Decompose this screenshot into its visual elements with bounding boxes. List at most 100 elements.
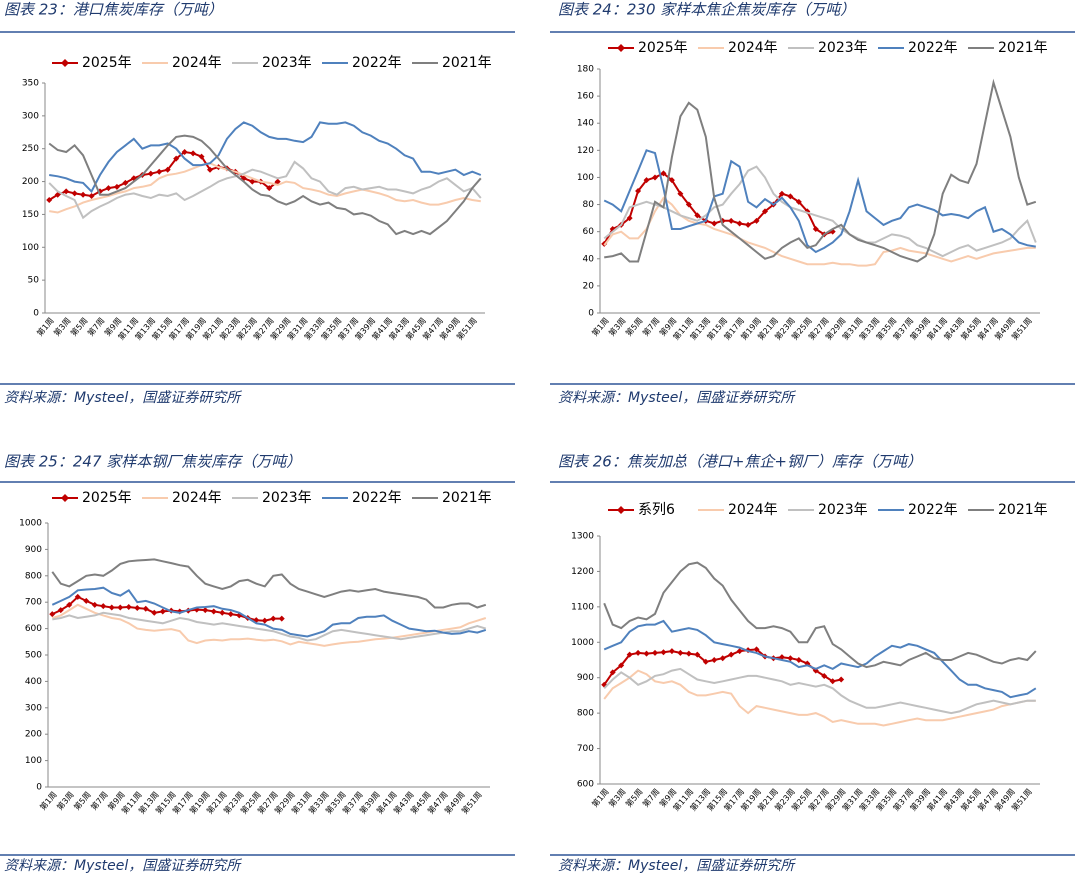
y-tick-label: 800: [577, 709, 594, 719]
point-marker: [778, 190, 785, 197]
series-line: [603, 669, 1036, 727]
point-marker: [46, 196, 53, 203]
legend-label: 2023年: [818, 40, 868, 56]
point-marker: [753, 217, 760, 224]
chart-source: 资料来源：Mysteel，国盛证券研究所: [558, 390, 796, 406]
point-marker: [249, 178, 256, 185]
point-marker: [694, 651, 701, 658]
y-tick-label: 0: [33, 309, 39, 319]
point-marker: [762, 208, 768, 215]
point-marker: [74, 593, 81, 600]
legend-label: 2021年: [998, 40, 1048, 56]
y-tick-label: 900: [577, 673, 594, 683]
point-marker: [219, 609, 226, 616]
legend-label: 2025年: [82, 490, 132, 506]
point-marker: [274, 178, 281, 185]
y-tick-label: 500: [25, 651, 42, 661]
point-marker: [668, 648, 675, 655]
point-marker: [652, 174, 658, 181]
series-line: [51, 595, 282, 622]
series-line: [603, 172, 834, 245]
point-marker: [829, 678, 836, 685]
point-marker: [261, 617, 268, 624]
legend-label: 2024年: [172, 55, 222, 71]
chart-source: 资料来源：Mysteel，国盛证券研究所: [4, 858, 242, 874]
point-marker: [270, 615, 277, 622]
y-tick-label: 1100: [571, 602, 594, 612]
y-tick-label: 300: [22, 111, 39, 121]
legend-marker: [61, 494, 69, 502]
legend-label: 2023年: [262, 55, 312, 71]
y-tick-label: 0: [36, 783, 42, 793]
point-marker: [57, 607, 64, 614]
legend-label: 2021年: [442, 490, 492, 506]
y-tick-label: 140: [577, 119, 594, 129]
y-tick-label: 60: [583, 227, 595, 237]
point-marker: [63, 188, 70, 195]
y-tick-label: 150: [22, 210, 39, 220]
chart-title: 图表 23：港口焦炭库存（万吨）: [4, 1, 223, 19]
legend-marker: [61, 59, 69, 67]
x-tick-label: 第7周: [85, 315, 106, 338]
y-tick-label: 40: [583, 254, 595, 264]
x-tick-label: 第7周: [88, 789, 109, 812]
y-tick-label: 600: [25, 624, 42, 634]
legend-label: 系列6: [638, 502, 675, 518]
point-marker: [626, 215, 633, 222]
x-tick-label: 第7周: [640, 315, 661, 338]
x-tick-label: 第5周: [68, 315, 89, 338]
y-tick-label: 160: [577, 92, 594, 102]
series-line: [604, 78, 1037, 263]
series-line: [48, 160, 482, 220]
point-marker: [117, 604, 124, 611]
y-tick-label: 100: [22, 243, 39, 253]
x-tick-label: 第5周: [623, 315, 644, 338]
series-line: [52, 611, 487, 642]
legend-label: 2025年: [638, 40, 688, 56]
point-marker: [635, 649, 642, 656]
x-tick-label: 第1周: [34, 315, 55, 338]
point-marker: [668, 177, 675, 184]
point-marker: [635, 188, 642, 194]
legend-label: 2023年: [262, 490, 312, 506]
series-line: [603, 196, 1036, 267]
point-marker: [91, 601, 98, 608]
series-line: [51, 586, 487, 638]
y-tick-label: 180: [577, 65, 594, 75]
point-marker: [643, 177, 650, 184]
point-marker: [83, 597, 90, 604]
decorations: [0, 31, 1075, 856]
chart: 图表 24：230 家样本焦企焦炭库存（万吨） 资料来源：Mysteel，国盛证券…: [558, 1, 1048, 407]
point-marker: [660, 649, 667, 656]
point-marker: [227, 611, 234, 618]
point-marker: [159, 608, 166, 615]
y-tick-label: 600: [577, 780, 594, 790]
point-marker: [151, 609, 158, 616]
point-marker: [71, 190, 78, 197]
y-tick-label: 200: [22, 177, 39, 187]
legend-label: 2022年: [352, 490, 402, 506]
y-tick-label: 700: [25, 598, 42, 608]
series-line: [51, 558, 487, 609]
point-marker: [164, 166, 171, 173]
y-tick-label: 1000: [571, 638, 594, 648]
series-line: [48, 134, 482, 236]
legend-label: 2022年: [908, 502, 958, 518]
point-marker: [105, 185, 112, 192]
point-marker: [745, 221, 752, 228]
point-marker: [838, 676, 845, 683]
y-tick-label: 1300: [571, 532, 594, 542]
legend-marker: [617, 44, 625, 52]
legend-label: 2021年: [998, 502, 1048, 518]
y-tick-label: 100: [577, 173, 594, 183]
point-marker: [210, 608, 217, 615]
series-line: [603, 667, 1036, 715]
legend-label: 2025年: [82, 55, 132, 71]
point-marker: [694, 212, 701, 219]
point-marker: [736, 220, 743, 227]
point-marker: [207, 166, 213, 173]
point-marker: [753, 646, 760, 653]
point-marker: [728, 217, 735, 224]
y-tick-label: 120: [577, 146, 594, 156]
point-marker: [660, 170, 667, 177]
